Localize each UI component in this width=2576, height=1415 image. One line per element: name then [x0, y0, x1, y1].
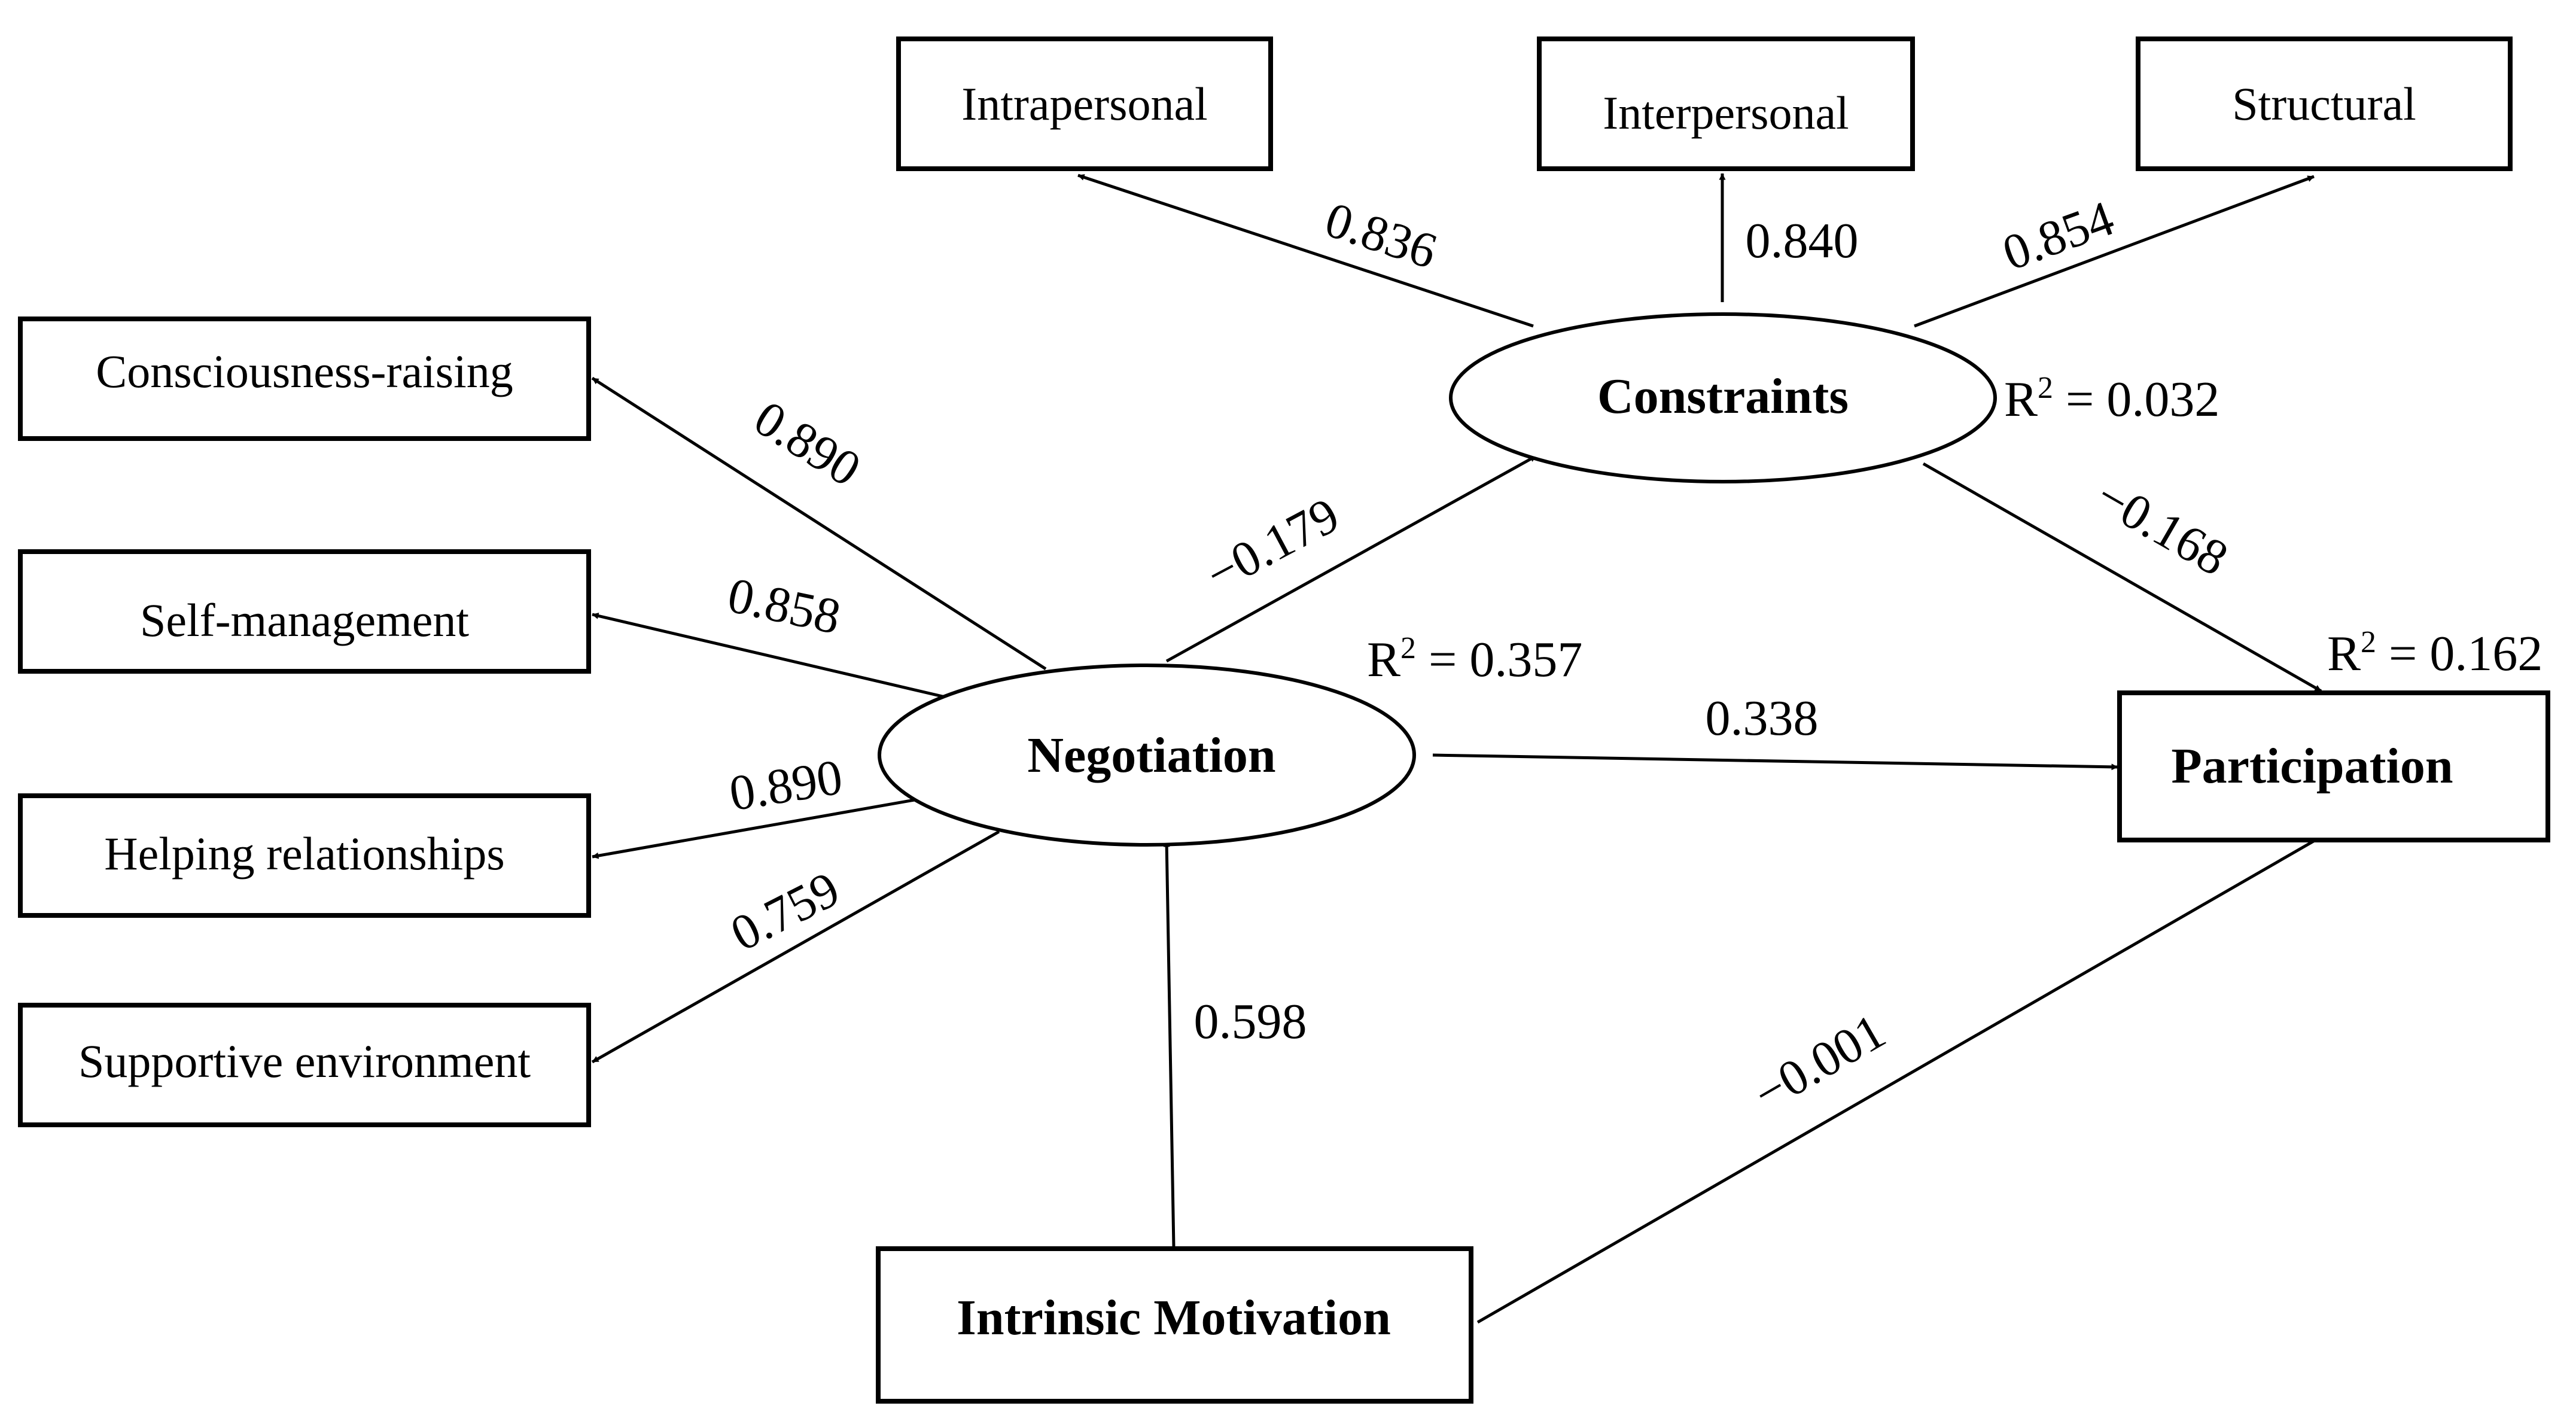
coef-negotiation-consciousness: 0.890 — [745, 390, 870, 497]
label-structural: Structural — [2232, 78, 2416, 130]
arrow-constraints-to-structural — [1914, 175, 2315, 328]
box-supportive-environment — [18, 1003, 591, 1127]
box-structural — [2136, 36, 2513, 171]
coef-constraints-intrapersonal: 0.836 — [1319, 191, 1443, 279]
coef-negotiation-supportive: 0.759 — [722, 861, 848, 962]
coef-motivation-negotiation: 0.598 — [1194, 994, 1307, 1049]
arrow-negotiation-to-participation — [1432, 753, 2118, 771]
box-intrinsic-motivation — [876, 1246, 1473, 1404]
box-intrapersonal — [896, 36, 1273, 171]
ellipse-negotiation — [878, 664, 1416, 847]
coef-negotiation-self-management: 0.858 — [723, 567, 845, 645]
r2-participation-value: = 0.162 — [2376, 626, 2542, 681]
label-supportive-environment: Supportive environment — [78, 1035, 531, 1087]
r2-constraints-symbol: R — [2004, 372, 2038, 427]
arrow-motivation-to-negotiation — [1163, 840, 1176, 1248]
coef-constraints-interpersonal: 0.840 — [1746, 213, 1859, 269]
r2-negotiation-sup: 2 — [1400, 631, 1416, 665]
r2-constraints: R2 = 0.032 — [2004, 371, 2219, 427]
label-intrinsic-motivation: Intrinsic Motivation — [957, 1290, 1391, 1346]
box-interpersonal — [1537, 36, 1915, 171]
arrow-motivation-to-participation — [1476, 830, 2331, 1324]
label-self-management: Self-management — [140, 594, 469, 646]
r2-negotiation-value: = 0.357 — [1416, 632, 1582, 687]
arrow-negotiation-to-helping-relationships — [592, 797, 922, 859]
label-intrapersonal: Intrapersonal — [961, 78, 1207, 130]
coef-negotiation-constraints: −0.179 — [1197, 487, 1348, 602]
arrow-constraints-to-participation — [1922, 462, 2322, 693]
label-constraints: Constraints — [1597, 369, 1849, 424]
r2-participation: R2 = 0.162 — [2327, 625, 2542, 681]
r2-participation-symbol: R — [2327, 626, 2361, 681]
coef-negotiation-participation: 0.338 — [1706, 690, 1819, 746]
r2-participation-sup: 2 — [2361, 625, 2376, 659]
label-interpersonal: Interpersonal — [1603, 87, 1849, 139]
box-consciousness-raising — [18, 317, 591, 441]
box-participation — [2117, 690, 2550, 842]
r2-constraints-value: = 0.032 — [2053, 372, 2219, 427]
ellipse-constraints — [1449, 312, 1997, 483]
r2-negotiation: R2 = 0.357 — [1367, 631, 1582, 687]
coef-constraints-structural: 0.854 — [1996, 190, 2121, 281]
arrow-negotiation-to-supportive-environment — [591, 830, 1000, 1064]
label-consciousness-raising: Consciousness-raising — [96, 345, 513, 397]
arrow-constraints-to-intrapersonal — [1077, 174, 1534, 328]
label-helping-relationships: Helping relationships — [104, 827, 504, 880]
coef-negotiation-helping: 0.890 — [726, 749, 846, 821]
arrow-negotiation-to-self-management — [592, 613, 946, 699]
box-helping-relationships — [18, 793, 591, 918]
coef-motivation-participation: −0.001 — [1744, 1003, 1895, 1122]
box-self-management — [18, 549, 591, 674]
arrow-negotiation-to-consciousness-raising — [591, 376, 1047, 671]
arrow-negotiation-to-constraints — [1165, 454, 1537, 663]
r2-negotiation-symbol: R — [1367, 632, 1400, 687]
label-participation: Participation — [2171, 738, 2453, 794]
label-negotiation: Negotiation — [1027, 728, 1275, 783]
r2-constraints-sup: 2 — [2038, 371, 2053, 405]
